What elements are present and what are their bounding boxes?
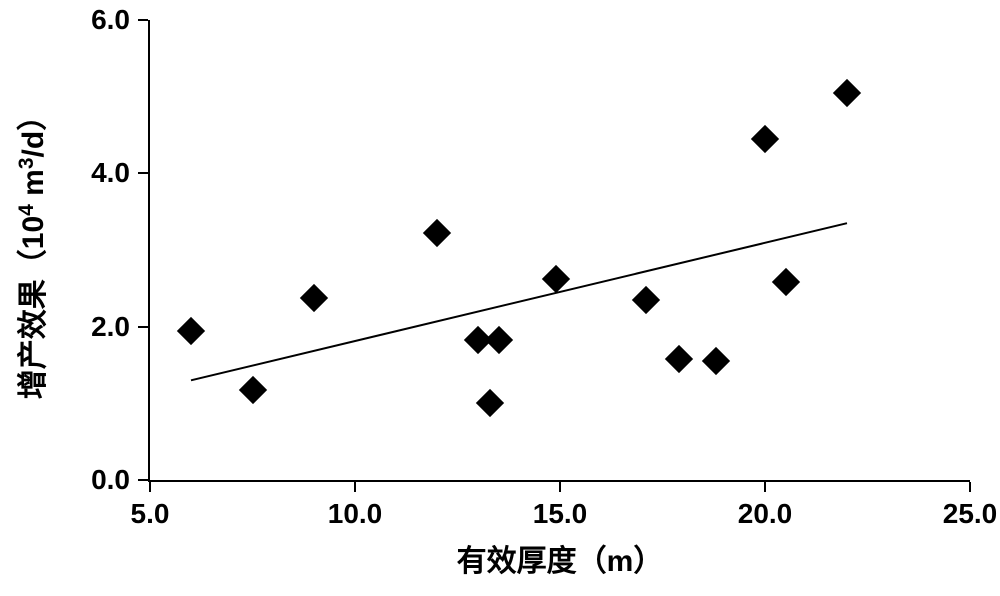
scatter-chart: 5.010.015.020.025.00.02.04.06.0 有效厚度（m） … (0, 0, 1000, 596)
